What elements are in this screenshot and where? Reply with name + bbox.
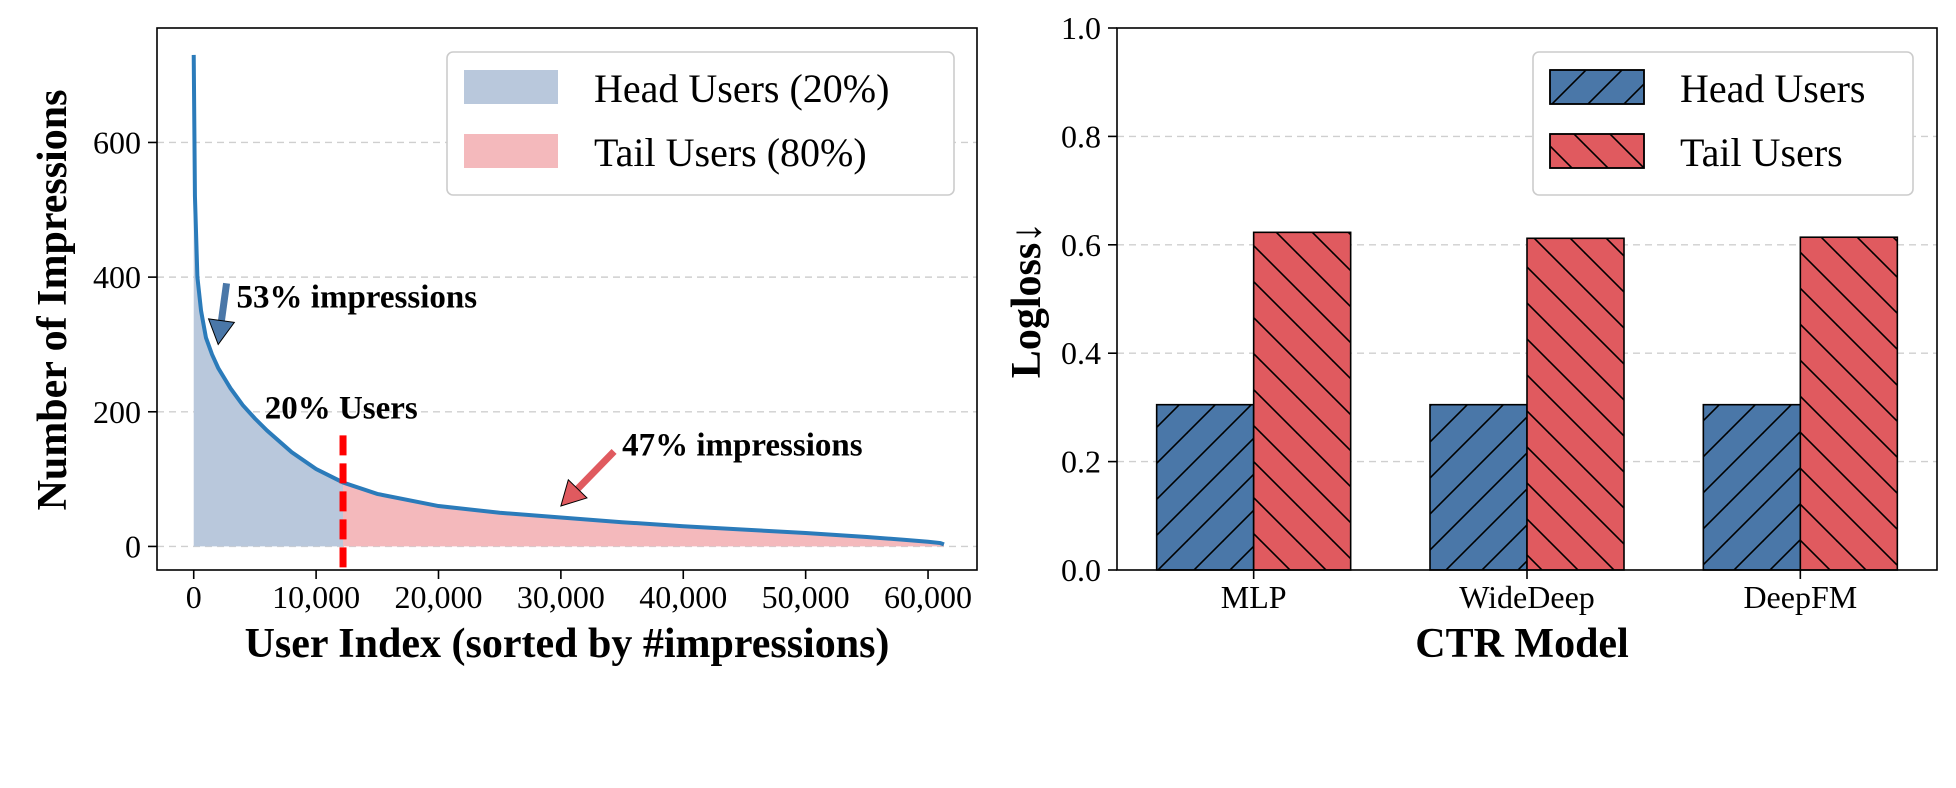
left-x-tick-label: 40,000 (639, 579, 727, 615)
legend-tail-users-label: Tail Users (1680, 130, 1843, 175)
annotation-tail-impressions: 47% impressions (622, 427, 863, 463)
right-x-tick-label: MLP (1221, 579, 1287, 615)
bar-hatch-head-deepfm (1702, 403, 1802, 571)
head-arrow (217, 282, 231, 322)
legend-head-users-label: Head Users (1680, 66, 1866, 111)
impressions-distribution-chart: 0 200 400 600 0 10,000 20,000 30,000 40,000 50,00… (30, 27, 978, 667)
logloss-bar-chart: 0.0 0.2 0.4 0.6 0.8 1.0 MLP WideDeep DeepFM Head… (1004, 10, 1938, 667)
right-y-axis-title: Logloss↓ (1004, 222, 1050, 378)
left-legend: Head Users (20%) Tail Users (80%) (446, 51, 955, 196)
left-x-tick-label: 0 (186, 579, 202, 615)
right-y-tick-label: 0.6 (1061, 227, 1101, 263)
right-legend: Head Users Tail Users (1532, 51, 1914, 196)
tail-users-area (343, 482, 944, 547)
bar-hatch-tail-deepfm (1799, 236, 1899, 571)
right-x-axis-title: CTR Model (1415, 621, 1629, 667)
bars (1155, 231, 1899, 571)
left-plot-frame (156, 27, 978, 571)
left-x-axis-title: User Index (sorted by #impressions) (245, 621, 890, 667)
left-y-tick-label: 0 (125, 528, 141, 564)
legend-head-bar-hatch (1549, 69, 1645, 105)
legend-tail-bar-hatch (1549, 133, 1645, 169)
left-y-axis-title: Number of Impressions (30, 90, 76, 511)
annotation-head-impressions: 53% impressions (237, 279, 478, 315)
bar-hatch-head-widedeep (1429, 403, 1528, 571)
bar-hatch-tail-widedeep (1526, 237, 1625, 571)
left-annotations: 53% impressions 20% Users 47% impression… (207, 279, 863, 507)
legend-frame (446, 51, 955, 196)
right-x-tick-label: DeepFM (1743, 579, 1857, 615)
left-x-tick-label: 60,000 (884, 579, 972, 615)
legend-head-swatch (464, 70, 558, 104)
right-y-tick-label: 0.4 (1061, 335, 1101, 371)
right-axis-ticks: 0.0 0.2 0.4 0.6 0.8 1.0 MLP WideDeep DeepFM (1061, 10, 1857, 615)
left-x-tick-label: 10,000 (272, 579, 360, 615)
left-y-tick-label: 200 (93, 394, 141, 430)
left-x-tick-label: 50,000 (762, 579, 850, 615)
right-y-tick-label: 0.8 (1061, 118, 1101, 154)
legend-tail-swatch (464, 134, 558, 168)
right-y-tick-label: 1.0 (1061, 10, 1101, 46)
right-y-tick-label: 0.2 (1061, 444, 1101, 480)
left-x-tick-label: 30,000 (517, 579, 605, 615)
head-users-area (193, 54, 344, 547)
annotation-split-users: 20% Users (265, 390, 418, 426)
left-x-tick-label: 20,000 (394, 579, 482, 615)
head-arrow-tip (207, 318, 236, 346)
legend-tail-label: Tail Users (80%) (594, 130, 867, 175)
bar-hatch-tail-mlp (1252, 231, 1352, 571)
left-axis-ticks: 0 200 400 600 0 10,000 20,000 30,000 40,000 50,00… (93, 124, 972, 615)
legend-head-label: Head Users (20%) (594, 66, 889, 111)
tail-arrow-tip (560, 478, 588, 507)
left-y-tick-label: 400 (93, 259, 141, 295)
tail-arrow (575, 448, 617, 492)
left-y-tick-label: 600 (93, 124, 141, 160)
bar-hatch-head-mlp (1155, 403, 1255, 571)
right-x-tick-label: WideDeep (1459, 579, 1595, 615)
right-y-tick-label: 0.0 (1061, 552, 1101, 588)
